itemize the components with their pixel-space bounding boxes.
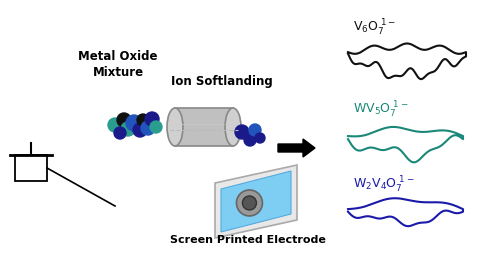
Ellipse shape bbox=[167, 108, 183, 146]
Circle shape bbox=[255, 133, 265, 143]
Circle shape bbox=[108, 118, 122, 132]
Circle shape bbox=[145, 112, 159, 126]
Circle shape bbox=[137, 114, 149, 126]
Polygon shape bbox=[215, 165, 297, 238]
Circle shape bbox=[242, 196, 256, 210]
Polygon shape bbox=[15, 155, 47, 181]
Circle shape bbox=[114, 127, 126, 139]
Circle shape bbox=[235, 125, 249, 139]
Circle shape bbox=[126, 115, 142, 131]
Circle shape bbox=[141, 121, 155, 135]
Text: $\rm WV_5O_7^{\ 1-}$: $\rm WV_5O_7^{\ 1-}$ bbox=[353, 100, 408, 120]
Polygon shape bbox=[175, 108, 233, 146]
Text: Screen Printed Electrode: Screen Printed Electrode bbox=[170, 235, 326, 245]
Circle shape bbox=[244, 134, 256, 146]
Circle shape bbox=[150, 121, 162, 133]
Circle shape bbox=[236, 190, 262, 216]
FancyArrow shape bbox=[278, 139, 315, 157]
Text: $\rm W_2V_4O_7^{\ 1-}$: $\rm W_2V_4O_7^{\ 1-}$ bbox=[353, 175, 414, 195]
Polygon shape bbox=[221, 171, 291, 232]
Text: Ion Softlanding: Ion Softlanding bbox=[171, 75, 273, 88]
Circle shape bbox=[117, 113, 131, 127]
Circle shape bbox=[133, 123, 147, 137]
Circle shape bbox=[249, 124, 261, 136]
Text: $\rm V_6O_7^{\ 1-}$: $\rm V_6O_7^{\ 1-}$ bbox=[353, 18, 396, 38]
Circle shape bbox=[121, 122, 135, 136]
Ellipse shape bbox=[225, 108, 241, 146]
Text: Metal Oxide
Mixture: Metal Oxide Mixture bbox=[78, 50, 158, 79]
